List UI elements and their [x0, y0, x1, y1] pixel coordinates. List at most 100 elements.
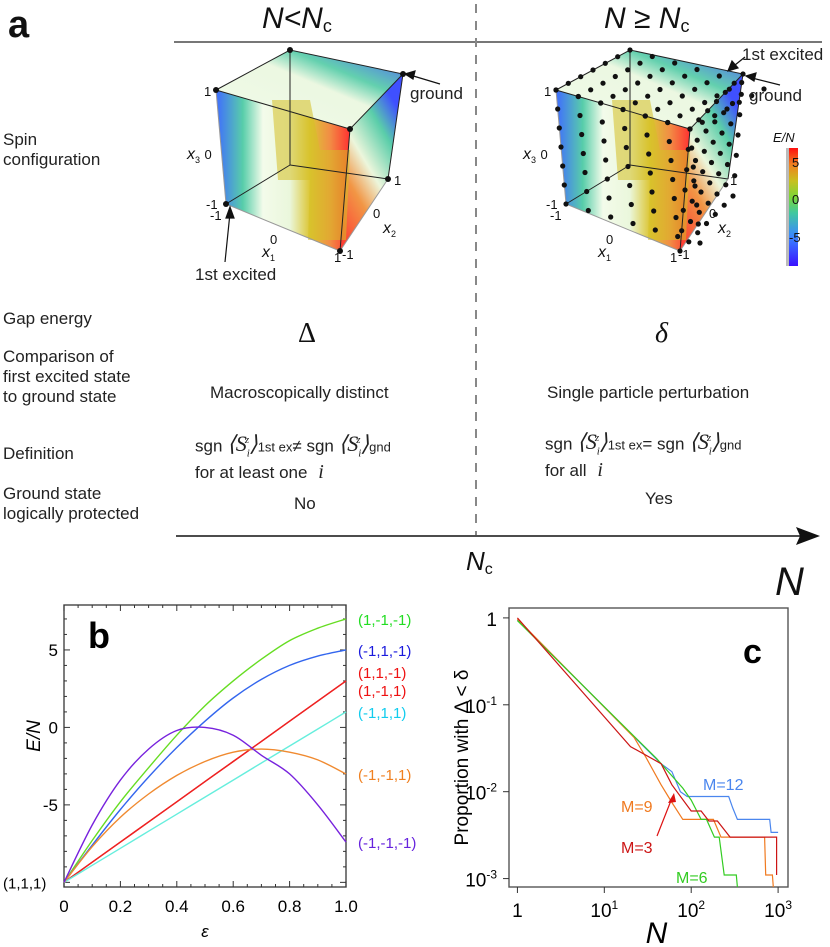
lattice-dot [721, 202, 727, 208]
lattice-dot [677, 113, 683, 119]
lattice-dot [695, 230, 701, 236]
lattice-dot [710, 139, 716, 145]
cube-left [213, 47, 406, 254]
lattice-dot [606, 195, 612, 201]
series-line [516, 617, 778, 875]
cube-arrows [224, 56, 781, 263]
legend-label: (-1,-1,1) [358, 767, 411, 784]
lattice-dot [694, 66, 700, 73]
y-tick-label: 1 [486, 610, 497, 631]
colorbar-tick: -5 [789, 230, 801, 245]
lattice-dot [738, 91, 744, 97]
lattice-dot [622, 125, 628, 132]
lattice-dot [565, 80, 571, 86]
y-tick-label: 5 [49, 641, 58, 660]
lattice-dot [635, 80, 641, 86]
lattice-dot [692, 86, 698, 92]
index-i: i [597, 458, 603, 481]
sgn-text: sgn [545, 434, 573, 454]
gap-symbol-delta-upper: Δ [298, 318, 317, 349]
n-critical-mark-text: N [466, 546, 485, 576]
lattice-dot [700, 169, 706, 175]
lattice-dot [655, 106, 661, 112]
lattice-dot [608, 214, 614, 220]
lattice-dots [553, 47, 767, 254]
series-line [63, 618, 347, 883]
lattice-dot [659, 67, 665, 73]
row-label-ground-protected: Ground state logically protected [3, 484, 140, 523]
spin-expectation-bracket: ⟨Siz⟩ [338, 431, 370, 460]
chart-b: 0 0.2 0.4 0.6 0.8 1.0 5 0 -5 ε E/N (1,1,1) b (1,-1,-1… [3, 604, 416, 941]
n-critical-mark-sub: c [484, 561, 493, 578]
lattice-dot [712, 113, 718, 119]
arrow-first-excited-right [734, 56, 746, 66]
lattice-dot [699, 119, 705, 125]
column-header-below-critical: N<Nc [262, 2, 332, 37]
cube-right-first-excited-label: 1st excited [742, 45, 824, 64]
y-tick-label: 0 [49, 718, 58, 737]
series-line [63, 711, 347, 883]
lattice-dot [731, 80, 737, 86]
lattice-dot [625, 67, 631, 73]
lattice-dot [563, 201, 569, 207]
cube-left-ground-label: ground [410, 84, 463, 103]
lattice-dot [675, 233, 681, 240]
cube-left-tick: 1 [204, 84, 212, 99]
lattice-dot [578, 74, 584, 80]
lattice-dot [642, 113, 648, 119]
col-right-head-sub: c [680, 16, 690, 36]
lattice-dot [669, 80, 675, 86]
lattice-dot [729, 100, 736, 107]
spin-expectation-bracket: ⟨Siz⟩ [577, 429, 608, 458]
lattice-dot [716, 73, 722, 79]
x-tick-label: 0 [59, 897, 68, 916]
lattice-dot [670, 176, 676, 183]
lattice-dot [625, 163, 631, 170]
definition-right-line1: sgn ⟨Siz⟩1st ex= sgn ⟨Siz⟩gnd [545, 428, 741, 462]
lattice-dot [692, 157, 699, 164]
column-header-above-critical: N ≥ Nc [604, 2, 689, 37]
series-line [63, 726, 347, 883]
lattice-dot [728, 121, 734, 127]
lattice-dot [630, 220, 636, 227]
lattice-dot [623, 144, 629, 151]
lattice-dot [580, 150, 586, 157]
lattice-dot [666, 138, 672, 145]
series-line [516, 620, 738, 888]
row-label-definition: Definition [3, 444, 74, 463]
cube-right [553, 47, 798, 266]
sub-first-excited: 1st ex [257, 439, 293, 455]
definition-left-line2: for at least one i [195, 462, 391, 483]
lattice-dot [724, 106, 730, 112]
cube-right-tick: 1 [670, 250, 678, 265]
lattice-dot [737, 112, 743, 118]
col-left-head-text: N<N [262, 2, 323, 35]
lattice-dot [712, 211, 718, 217]
lattice-dot [602, 60, 608, 66]
lattice-dot [672, 60, 678, 66]
lattice-dot [600, 80, 606, 86]
lattice-dot [628, 201, 634, 208]
x-tick-label: 102 [677, 898, 705, 922]
cube-right-face [340, 74, 403, 251]
legend-label: (1,-1,-1) [358, 612, 411, 629]
x-tick-label: 101 [590, 898, 618, 922]
lattice-dot [694, 202, 700, 208]
sgn-text: sgn [306, 436, 334, 456]
panel-a-frame-lines [174, 4, 822, 545]
arrow-first-excited-left [224, 212, 231, 263]
legend-label: (1,-1,1) [358, 683, 406, 700]
plot-frame [508, 607, 789, 888]
lattice-dot [556, 125, 562, 131]
x-tick-label: 1 [512, 901, 523, 922]
cube-top-face [216, 50, 403, 129]
lattice-dot [732, 173, 738, 179]
cube-right-x3-label: x3 0 [523, 146, 548, 166]
lattice-dot [637, 60, 643, 66]
lattice-dot [716, 171, 722, 177]
cube-left-tick: 0 [373, 206, 381, 221]
lattice-dot [740, 71, 746, 77]
lattice-dot [692, 183, 698, 189]
col-right-head-text: N ≥ N [604, 2, 681, 35]
lattice-dot [555, 106, 561, 112]
